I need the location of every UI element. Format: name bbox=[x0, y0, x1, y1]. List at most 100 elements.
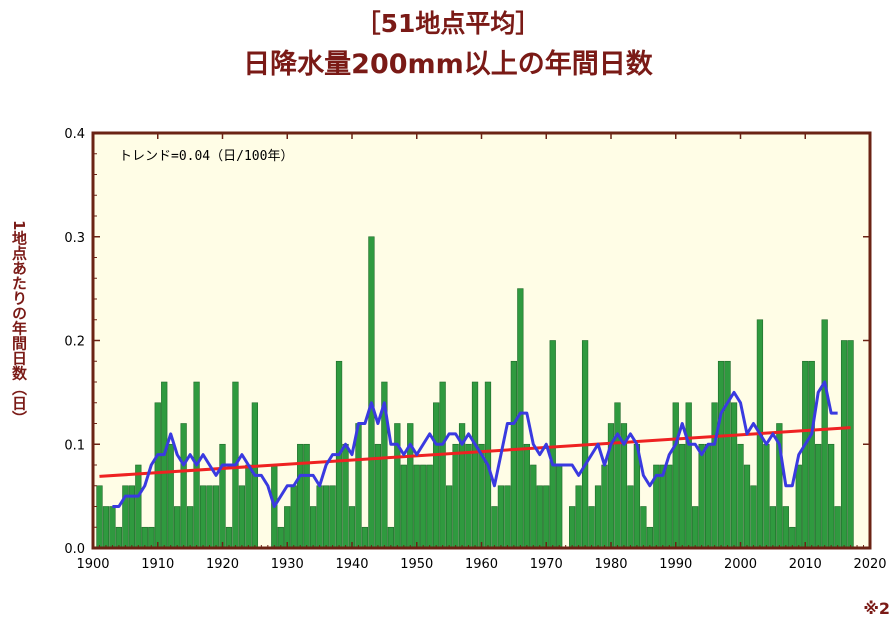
bar-2007 bbox=[782, 506, 789, 549]
bar-2012 bbox=[815, 443, 822, 549]
y-tick-label-2: 0.2 bbox=[64, 335, 85, 350]
bar-1941 bbox=[355, 423, 362, 549]
bar-1911 bbox=[161, 381, 168, 549]
x-tick-label-1960: 1960 bbox=[465, 557, 498, 572]
bar-1997 bbox=[717, 360, 725, 549]
y-tick-label-0: 0.0 bbox=[64, 542, 85, 557]
bar-1929 bbox=[277, 526, 284, 549]
bar-1946 bbox=[387, 526, 394, 549]
y-tick-label-4: 0.4 bbox=[64, 127, 85, 142]
bar-1948 bbox=[400, 464, 407, 549]
x-tick-label-1980: 1980 bbox=[594, 557, 627, 572]
y-axis-label: 1地点あたりの年間日数（日） bbox=[10, 220, 28, 426]
bar-1904 bbox=[115, 526, 123, 549]
bar-1937 bbox=[329, 485, 336, 549]
bar-2010 bbox=[802, 360, 809, 549]
bar-1998 bbox=[724, 360, 731, 549]
bar-1903 bbox=[109, 506, 116, 549]
bar-2014 bbox=[828, 443, 835, 549]
bar-1995 bbox=[704, 443, 712, 549]
bar-1931 bbox=[290, 485, 297, 549]
bar-1968 bbox=[530, 464, 537, 549]
bar-1901 bbox=[96, 485, 103, 549]
bar-1920 bbox=[219, 443, 226, 549]
bar-1909 bbox=[148, 526, 155, 549]
bar-2002 bbox=[750, 485, 757, 549]
bar-1921 bbox=[225, 526, 233, 549]
x-tick-label-1900: 1900 bbox=[76, 557, 109, 572]
bar-1988 bbox=[659, 464, 666, 549]
x-tick-label-1990: 1990 bbox=[659, 557, 692, 572]
bar-1994 bbox=[698, 443, 705, 549]
bar-1943 bbox=[368, 236, 375, 549]
bar-1924 bbox=[245, 464, 252, 549]
bar-1936 bbox=[322, 485, 330, 549]
bar-1971 bbox=[549, 340, 556, 549]
bar-2016 bbox=[840, 340, 848, 549]
footnote-mark: ※2 bbox=[863, 599, 890, 618]
bar-1974 bbox=[569, 506, 576, 549]
bar-1953 bbox=[433, 402, 440, 549]
bar-2011 bbox=[808, 360, 815, 549]
bar-1981 bbox=[614, 402, 621, 549]
bar-1917 bbox=[199, 485, 207, 549]
bar-1947 bbox=[394, 423, 401, 549]
bar-1977 bbox=[588, 506, 595, 549]
bar-1951 bbox=[420, 464, 427, 549]
bar-1967 bbox=[523, 443, 530, 549]
bar-1996 bbox=[711, 402, 718, 549]
bar-1942 bbox=[361, 526, 369, 549]
x-tick-label-1940: 1940 bbox=[335, 557, 368, 572]
bar-1912 bbox=[167, 443, 174, 549]
bar-1919 bbox=[212, 485, 220, 549]
bar-1991 bbox=[679, 443, 686, 549]
bar-1958 bbox=[465, 443, 472, 549]
bar-1978 bbox=[594, 485, 602, 549]
axis-ticks: 1900 1910 1920 1930 1940 1950 1960 1970 1980 1990… bbox=[64, 127, 886, 572]
bar-2004 bbox=[763, 443, 770, 549]
bar-1986 bbox=[646, 526, 653, 549]
bar-2001 bbox=[743, 464, 751, 549]
bar-1935 bbox=[316, 485, 323, 549]
x-tick-label-2000: 2000 bbox=[724, 557, 757, 572]
bar-1930 bbox=[284, 506, 291, 549]
bar-1965 bbox=[510, 360, 518, 549]
bar-1959 bbox=[471, 381, 479, 549]
bar-1902 bbox=[102, 506, 110, 549]
trend-line-group bbox=[99, 426, 851, 478]
bar-2005 bbox=[769, 506, 777, 549]
bar-2013 bbox=[821, 319, 828, 549]
bar-1954 bbox=[439, 381, 446, 549]
bar-1933 bbox=[303, 443, 310, 549]
trend-line bbox=[99, 426, 851, 478]
bar-1918 bbox=[206, 485, 213, 549]
bar-1949 bbox=[407, 423, 414, 549]
bar-1934 bbox=[310, 506, 317, 549]
bar-1955 bbox=[445, 485, 453, 549]
bar-1969 bbox=[536, 485, 543, 549]
bar-1908 bbox=[141, 526, 148, 549]
bar-1985 bbox=[640, 506, 647, 549]
moving-average-group bbox=[112, 380, 838, 508]
moving-average-line bbox=[112, 380, 838, 508]
bar-1940 bbox=[348, 506, 356, 549]
bar-1992 bbox=[685, 402, 692, 549]
bar-1983 bbox=[627, 485, 634, 549]
bar-2008 bbox=[789, 526, 796, 549]
bar-1923 bbox=[238, 485, 246, 549]
bar-1972 bbox=[556, 464, 563, 549]
y-tick-label-1: 0.1 bbox=[64, 438, 85, 453]
bar-1915 bbox=[186, 506, 194, 549]
bar-1956 bbox=[452, 443, 459, 549]
bar-1989 bbox=[666, 464, 673, 549]
y-tick-label-3: 0.3 bbox=[64, 231, 85, 246]
x-tick-label-1910: 1910 bbox=[141, 557, 174, 572]
chart-title-line2: 日降水量200mm以上の年間日数 bbox=[243, 49, 653, 80]
bar-1990 bbox=[672, 402, 679, 549]
bar-1910 bbox=[154, 402, 161, 549]
x-tick-label-1920: 1920 bbox=[206, 557, 239, 572]
bar-1970 bbox=[543, 485, 550, 549]
bar-2000 bbox=[737, 443, 744, 549]
bar-2017 bbox=[847, 340, 854, 549]
